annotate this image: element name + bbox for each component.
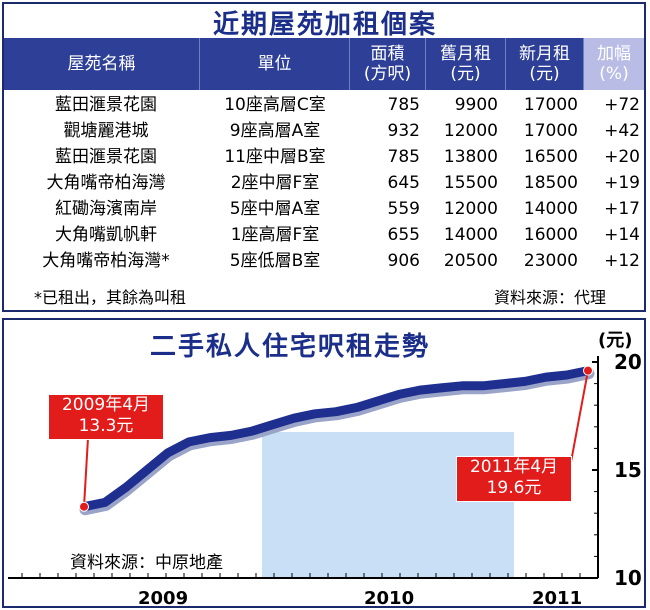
table-row: 藍田滙景花園 11座中層B室 785 13800 16500 +20 <box>4 144 644 170</box>
cell-estate: 藍田滙景花園 <box>55 147 157 167</box>
cell-old-rent: 14000 <box>443 225 498 245</box>
cell-estate: 觀塘麗港城 <box>63 121 149 141</box>
header-new-rent: 新月租 (元) <box>506 38 584 90</box>
cell-new-rent: 17000 <box>523 95 578 115</box>
x-tick-label: 2009 <box>138 588 189 609</box>
table-row: 藍田滙景花園 10座高層C室 785 9900 17000 +72 <box>4 92 644 118</box>
cell-estate: 大角嘴凱帆軒 <box>55 225 157 245</box>
cell-new-rent: 18500 <box>523 173 578 193</box>
cell-new-rent: 17000 <box>523 121 578 141</box>
cell-increase: +14 <box>604 225 640 245</box>
table-row: 大角嘴帝柏海灣 2座中層F室 645 15500 18500 +19 <box>4 170 644 196</box>
cell-area: 559 <box>387 199 420 219</box>
chart-source: 資料來源：中原地產 <box>70 553 223 573</box>
cell-unit: 11座中層B室 <box>224 147 326 167</box>
cell-unit: 5座中層A室 <box>229 199 321 219</box>
table-row: 大角嘴帝柏海灣* 5座低層B室 906 20500 23000 +12 <box>4 248 644 274</box>
cell-old-rent: 12000 <box>443 199 498 219</box>
cell-area: 906 <box>387 251 420 271</box>
cell-unit: 2座中層F室 <box>230 173 320 193</box>
cell-old-rent: 15500 <box>443 173 498 193</box>
cell-new-rent: 14000 <box>523 199 578 219</box>
header-estate: 屋苑名稱 <box>4 38 200 90</box>
marker-end <box>583 365 593 376</box>
cell-increase: +12 <box>604 251 640 271</box>
cell-estate: 大角嘴帝柏海灣* <box>42 251 170 271</box>
cell-unit: 1座高層F室 <box>230 225 320 245</box>
cell-estate: 紅磡海濱南岸 <box>55 199 157 219</box>
cell-increase: +17 <box>604 199 640 219</box>
table-header: 屋苑名稱 單位 面積 (方呎) 舊月租 (元) 新月租 (元) 加幅 (%) <box>4 38 644 90</box>
cell-increase: +19 <box>604 173 640 193</box>
cell-estate: 藍田滙景花園 <box>55 95 157 115</box>
y-tick-label: 15 <box>614 458 642 482</box>
cell-unit: 9座高層A室 <box>229 121 321 141</box>
table-source: 資料來源：代理 <box>494 288 607 307</box>
cell-estate: 大角嘴帝柏海灣 <box>46 173 166 193</box>
cell-old-rent: 20500 <box>443 251 498 271</box>
cell-area: 785 <box>387 147 420 167</box>
cell-old-rent: 13800 <box>443 147 498 167</box>
leader-line-start <box>83 437 89 507</box>
cell-area: 645 <box>387 173 420 193</box>
marker-start <box>79 501 89 512</box>
cell-area: 655 <box>387 225 420 245</box>
table-footnote: *已租出，其餘為叫租 <box>34 288 187 307</box>
header-area: 面積 (方呎) <box>350 38 426 90</box>
cell-old-rent: 9900 <box>454 95 498 115</box>
table-title: 近期屋苑加租個案 <box>212 10 437 40</box>
cell-unit: 10座高層C室 <box>224 95 326 115</box>
cell-new-rent: 23000 <box>523 251 578 271</box>
header-old-rent: 舊月租 (元) <box>426 38 506 90</box>
x-tick-label: 2010 <box>364 588 415 609</box>
cell-new-rent: 16500 <box>523 147 578 167</box>
cell-new-rent: 16000 <box>523 225 578 245</box>
cell-area: 932 <box>387 121 420 141</box>
header-unit: 單位 <box>200 38 350 90</box>
table-row: 紅磡海濱南岸 5座中層A室 559 12000 14000 +17 <box>4 196 644 222</box>
cell-increase: +20 <box>604 147 640 167</box>
x-tick-label: 2011 <box>532 588 583 609</box>
cell-increase: +42 <box>604 121 640 141</box>
series-line <box>79 366 593 512</box>
cell-unit: 5座低層B室 <box>229 251 321 271</box>
cell-old-rent: 12000 <box>443 121 498 141</box>
cell-increase: +72 <box>604 95 640 115</box>
year-2010-shade <box>262 432 514 578</box>
callout-end: 2011年4月 19.6元 <box>456 456 572 502</box>
table-row: 觀塘麗港城 9座高層A室 932 12000 17000 +42 <box>4 118 644 144</box>
chart-title: 二手私人住宅呎租走勢 <box>150 332 431 362</box>
table-row: 大角嘴凱帆軒 1座高層F室 655 14000 16000 +14 <box>4 222 644 248</box>
callout-start: 2009年4月 13.3元 <box>48 394 164 440</box>
y-tick-label: 10 <box>614 566 642 590</box>
y-tick-label: 20 <box>614 350 642 374</box>
y-axis-unit: (元) <box>598 330 633 351</box>
header-increase: 加幅 (%) <box>584 38 644 90</box>
cell-area: 785 <box>387 95 420 115</box>
